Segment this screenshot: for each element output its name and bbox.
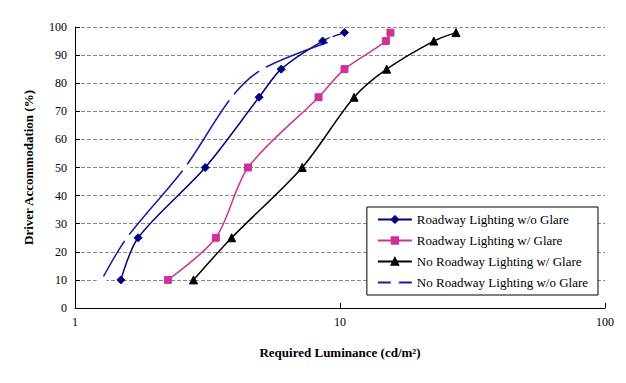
svg-text:0: 0 — [61, 301, 67, 315]
svg-text:90: 90 — [55, 48, 67, 62]
svg-text:20: 20 — [55, 245, 67, 259]
svg-text:No Roadway Lighting w/ Glare: No Roadway Lighting w/ Glare — [417, 254, 582, 269]
svg-text:80: 80 — [55, 76, 67, 90]
svg-text:No Roadway Lighting w/o Glare: No Roadway Lighting w/o Glare — [417, 275, 588, 290]
svg-text:Required Luminance (cd/m²): Required Luminance (cd/m²) — [259, 345, 420, 360]
svg-text:50: 50 — [55, 161, 67, 175]
svg-text:40: 40 — [55, 189, 67, 203]
svg-text:30: 30 — [55, 217, 67, 231]
svg-text:100: 100 — [49, 20, 67, 34]
svg-text:Roadway Lighting w/o Glare: Roadway Lighting w/o Glare — [417, 212, 569, 227]
svg-text:10: 10 — [55, 273, 67, 287]
svg-text:100: 100 — [596, 315, 614, 329]
svg-text:Roadway Lighting w/ Glare: Roadway Lighting w/ Glare — [417, 233, 563, 248]
svg-text:60: 60 — [55, 132, 67, 146]
svg-text:Driver Accommodation (%): Driver Accommodation (%) — [21, 90, 36, 245]
svg-text:70: 70 — [55, 104, 67, 118]
svg-text:10: 10 — [334, 315, 346, 329]
svg-text:1: 1 — [72, 315, 78, 329]
